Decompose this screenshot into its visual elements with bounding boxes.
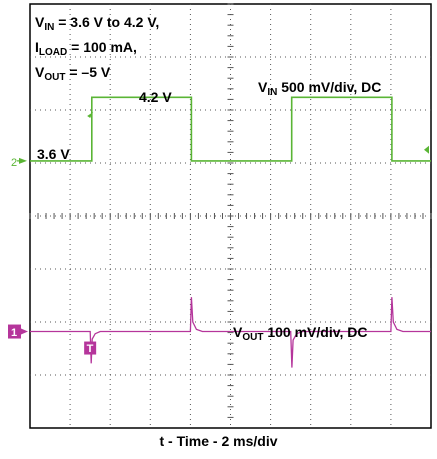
channel-2-right-arrow-icon bbox=[424, 145, 429, 154]
vin-trace bbox=[30, 96, 431, 162]
x-axis-label: t - Time - 2 ms/div bbox=[159, 433, 278, 449]
channel-markers: 2 1 T bbox=[8, 112, 429, 355]
vout-scale-label: VOUT 100 mV/div, DC bbox=[233, 324, 367, 343]
condition-vin: VIN = 3.6 V to 4.2 V, bbox=[35, 14, 159, 33]
vout-trace bbox=[30, 297, 431, 368]
vin-scale-label: VIN 500 mV/div, DC bbox=[258, 79, 381, 98]
traces bbox=[30, 96, 431, 368]
trigger-marker: T bbox=[87, 343, 94, 355]
annotation-high-level: 4.2 V bbox=[139, 89, 172, 105]
channel-1-marker: 1 bbox=[11, 327, 17, 339]
channel-1-marker-box bbox=[8, 324, 21, 339]
condition-vout: VOUT = –5 V bbox=[35, 64, 111, 83]
grid bbox=[29, 3, 432, 428]
annotation-low-level: 3.6 V bbox=[37, 146, 70, 162]
channel-1-arrow-icon bbox=[21, 328, 28, 335]
trigger-marker-box bbox=[84, 341, 97, 355]
trigger-tick-icon bbox=[87, 112, 94, 118]
channel-2-marker: 2 bbox=[11, 157, 17, 169]
condition-iload: ILOAD = 100 mA, bbox=[35, 39, 137, 58]
